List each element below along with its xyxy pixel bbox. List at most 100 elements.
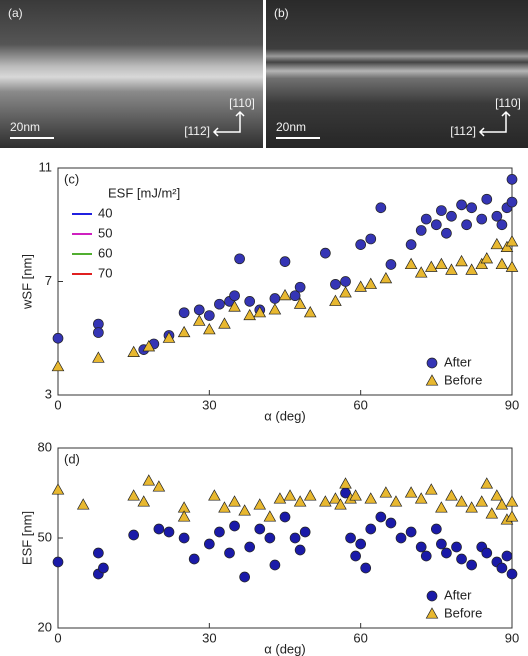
data-point bbox=[238, 504, 251, 516]
data-point bbox=[330, 278, 341, 290]
data-point bbox=[128, 529, 140, 541]
data-point bbox=[420, 213, 432, 225]
legend-label: After bbox=[444, 587, 472, 602]
data-point bbox=[505, 235, 519, 247]
data-point bbox=[289, 290, 301, 302]
data-point bbox=[385, 259, 397, 270]
y-tick-label: 7 bbox=[45, 273, 52, 288]
data-point bbox=[244, 541, 256, 553]
data-point bbox=[500, 240, 514, 252]
data-point bbox=[214, 526, 225, 538]
data-point bbox=[475, 495, 489, 507]
data-point bbox=[379, 271, 393, 284]
data-point bbox=[203, 323, 216, 335]
data-point bbox=[142, 340, 156, 352]
data-point bbox=[218, 501, 231, 513]
data-point bbox=[142, 474, 156, 486]
data-point bbox=[319, 495, 332, 507]
data-point bbox=[445, 489, 458, 501]
data-point bbox=[355, 538, 367, 550]
legend-marker bbox=[425, 374, 439, 386]
data-point bbox=[178, 307, 190, 319]
data-point bbox=[279, 256, 291, 267]
data-point bbox=[203, 538, 215, 550]
y-axis-label: ESF [nm] bbox=[19, 511, 34, 565]
data-point bbox=[52, 332, 64, 344]
data-point bbox=[329, 294, 342, 306]
data-point bbox=[303, 305, 317, 318]
direction-arrow bbox=[478, 110, 511, 137]
data-point bbox=[506, 174, 518, 185]
data-point bbox=[415, 541, 427, 553]
panel-label: (a) bbox=[8, 6, 23, 20]
data-point bbox=[430, 523, 442, 535]
data-point bbox=[334, 498, 347, 510]
data-point bbox=[152, 480, 166, 492]
data-point bbox=[424, 483, 438, 495]
data-point bbox=[345, 532, 356, 544]
data-point bbox=[455, 254, 468, 267]
micrograph-a bbox=[0, 0, 263, 148]
data-point bbox=[52, 556, 64, 568]
panel-label: (c) bbox=[64, 171, 79, 186]
data-point bbox=[495, 498, 509, 510]
direction-left: [112] bbox=[450, 124, 476, 138]
y-tick-label: 80 bbox=[38, 439, 52, 454]
data-point bbox=[414, 266, 428, 278]
micrograph-b bbox=[266, 0, 528, 148]
data-point bbox=[279, 511, 291, 523]
data-point bbox=[456, 553, 467, 565]
data-point bbox=[92, 351, 105, 363]
data-point bbox=[269, 559, 281, 571]
y-axis-label: wSF [nm] bbox=[19, 254, 34, 310]
data-point bbox=[299, 526, 311, 538]
data-point bbox=[218, 317, 231, 329]
direction-left: [112] bbox=[184, 124, 210, 138]
data-point bbox=[495, 257, 509, 270]
x-tick-label: 0 bbox=[54, 397, 61, 412]
data-point bbox=[273, 492, 287, 504]
data-point bbox=[203, 310, 215, 321]
data-point bbox=[385, 517, 397, 529]
data-point bbox=[188, 553, 200, 565]
data-point bbox=[163, 526, 175, 538]
data-point bbox=[349, 489, 362, 501]
data-point bbox=[505, 260, 519, 272]
legend-marker bbox=[426, 357, 438, 369]
data-point bbox=[405, 239, 417, 250]
data-point bbox=[228, 300, 241, 312]
x-tick-label: 90 bbox=[505, 397, 519, 412]
data-point bbox=[435, 501, 448, 513]
data-point bbox=[153, 523, 165, 535]
data-point bbox=[355, 239, 367, 250]
data-point bbox=[339, 286, 352, 298]
legend-label: After bbox=[444, 354, 472, 369]
data-point bbox=[234, 253, 245, 265]
data-point bbox=[395, 532, 407, 544]
data-point bbox=[162, 331, 176, 343]
data-point bbox=[303, 489, 317, 501]
data-point bbox=[224, 547, 235, 559]
data-point bbox=[441, 227, 452, 239]
y-tick-label: 3 bbox=[45, 386, 52, 401]
data-point bbox=[375, 511, 387, 523]
data-point bbox=[466, 559, 477, 571]
data-point bbox=[263, 510, 277, 522]
legend-label: Before bbox=[444, 605, 482, 620]
data-point bbox=[228, 495, 241, 507]
y-tick-label: 11 bbox=[39, 159, 53, 174]
data-point bbox=[354, 280, 367, 292]
data-point bbox=[404, 486, 418, 498]
data-point bbox=[480, 252, 494, 264]
data-point bbox=[244, 296, 256, 307]
data-point bbox=[436, 205, 447, 216]
x-axis-label: α (deg) bbox=[264, 408, 305, 423]
data-point bbox=[214, 298, 225, 310]
legend-marker bbox=[425, 607, 439, 619]
scale-label: 20nm bbox=[10, 120, 40, 134]
legend-title: ESF [mJ/m²] bbox=[108, 185, 180, 200]
data-point bbox=[239, 571, 250, 583]
data-point bbox=[365, 523, 377, 535]
data-point bbox=[461, 219, 472, 231]
panel-label: (d) bbox=[64, 451, 80, 466]
